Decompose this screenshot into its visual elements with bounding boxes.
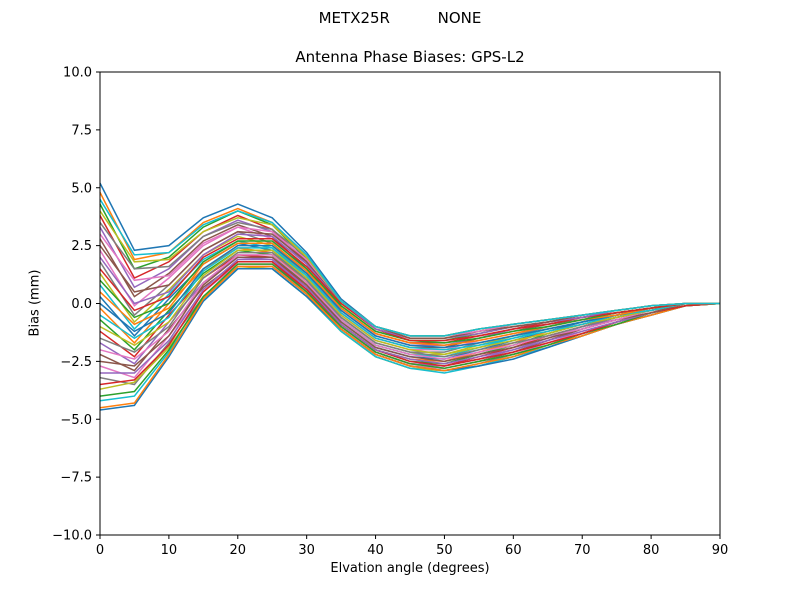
y-axis-ticks: −10.0 −7.5 −5.0 −2.5 0.0 2.5 5.0 7.5 10.0 [52,66,100,544]
series-line-32 [99,242,720,346]
y-tick-label: 10.0 [63,66,92,81]
x-tick-label: 70 [574,543,591,558]
y-tick-label: 2.5 [71,239,92,254]
series-line-40 [99,198,720,337]
figure-suptitle: METX25R NONE [318,9,482,27]
y-tick-label: −5.0 [60,413,92,428]
y-tick-label: 7.5 [71,123,92,138]
x-axis-label: Elvation angle (degrees) [330,561,490,576]
y-tick-label: −7.5 [60,471,92,486]
x-tick-label: 80 [643,543,660,558]
plot-frame [99,71,721,536]
y-tick-label: 5.0 [71,181,92,196]
x-tick-label: 90 [712,543,729,558]
x-tick-label: 50 [436,543,453,558]
series-lines [99,182,721,411]
x-tick-label: 60 [505,543,522,558]
series-line-25 [100,258,720,374]
y-tick-label: 0.0 [71,297,92,312]
x-tick-label: 20 [230,543,247,558]
x-tick-label: 30 [298,543,315,558]
series-line-27 [99,254,720,360]
series-line-23 [99,263,721,397]
x-tick-label: 0 [96,543,104,558]
series-line-3 [99,203,720,342]
y-tick-label: −2.5 [60,355,92,370]
series-line-22 [99,265,721,409]
x-tick-label: 10 [161,543,178,558]
x-tick-label: 40 [367,543,384,558]
y-tick-label: −10.0 [52,529,92,544]
chart-title: Antenna Phase Biases: GPS-L2 [295,48,525,66]
series-line-34 [99,237,720,342]
series-line-29 [99,249,720,356]
x-axis-ticks: 0 10 20 30 40 50 60 70 80 90 [96,535,728,558]
